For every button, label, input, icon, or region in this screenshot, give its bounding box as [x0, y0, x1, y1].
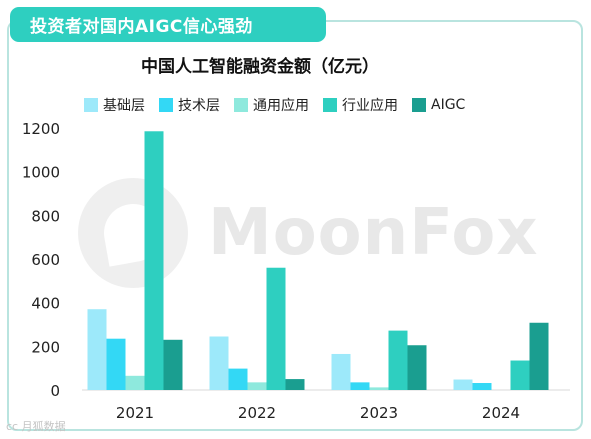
moonfox-logo-icon — [78, 178, 188, 288]
bar-2023-技术层 — [350, 382, 370, 390]
chart-legend: 基础层 技术层 通用应用 行业应用 AIGC — [84, 94, 465, 116]
y-tick-label: 200 — [31, 338, 60, 356]
bar-2024-技术层 — [472, 383, 492, 390]
bar-2022-AIGC — [285, 379, 305, 390]
bar-2024-行业应用 — [510, 360, 530, 390]
y-tick-label: 800 — [31, 207, 60, 225]
legend-label: 行业应用 — [342, 98, 398, 114]
bar-2022-行业应用 — [266, 267, 286, 390]
header-title: 投资者对国内AIGC信心强劲 — [30, 17, 253, 37]
bar-2023-通用应用 — [369, 387, 389, 390]
bar-2023-基础层 — [331, 353, 351, 390]
legend-swatch — [84, 98, 98, 112]
bar-2021-技术层 — [106, 338, 126, 390]
legend-label: 通用应用 — [253, 98, 309, 114]
y-tick-label: 1200 — [22, 120, 60, 138]
bar-2022-技术层 — [228, 368, 248, 390]
x-tick-label: 2022 — [238, 404, 276, 422]
bar-2023-行业应用 — [388, 330, 408, 390]
y-tick-label: 0 — [50, 382, 60, 400]
x-tick-label: 2023 — [360, 404, 398, 422]
legend-item: 行业应用 — [323, 95, 398, 115]
source-logo: cc 月狐数据 — [6, 420, 66, 433]
bar-2022-通用应用 — [247, 382, 267, 390]
bar-2021-通用应用 — [125, 375, 145, 390]
legend-swatch — [159, 98, 173, 112]
x-tick-label: 2021 — [116, 404, 154, 422]
header-title-tab: 投资者对国内AIGC信心强劲 — [10, 7, 326, 42]
legend-label: AIGC — [431, 97, 466, 113]
legend-item: 通用应用 — [234, 95, 309, 115]
legend-swatch — [234, 98, 248, 112]
y-tick-label: 1000 — [22, 164, 60, 182]
legend-label: 技术层 — [178, 98, 220, 114]
legend-item: 技术层 — [159, 95, 220, 115]
legend-swatch — [323, 98, 337, 112]
chart-title: 中国人工智能融资金额（亿元） — [141, 57, 379, 77]
y-tick-label: 400 — [31, 295, 60, 313]
x-tick-label: 2024 — [482, 404, 520, 422]
legend-swatch — [412, 98, 426, 112]
legend-label: 基础层 — [103, 98, 145, 114]
bar-2024-基础层 — [453, 379, 473, 390]
bar-2021-行业应用 — [144, 131, 164, 390]
bar-2022-基础层 — [209, 336, 229, 390]
bar-2021-AIGC — [163, 339, 183, 390]
bar-2024-AIGC — [529, 322, 549, 390]
bar-2023-AIGC — [407, 345, 427, 390]
watermark-text: MoonFox — [208, 196, 539, 270]
legend-item: 基础层 — [84, 95, 145, 115]
bar-2021-基础层 — [87, 309, 107, 390]
y-tick-label: 600 — [31, 251, 60, 269]
legend-item: AIGC — [412, 97, 465, 113]
